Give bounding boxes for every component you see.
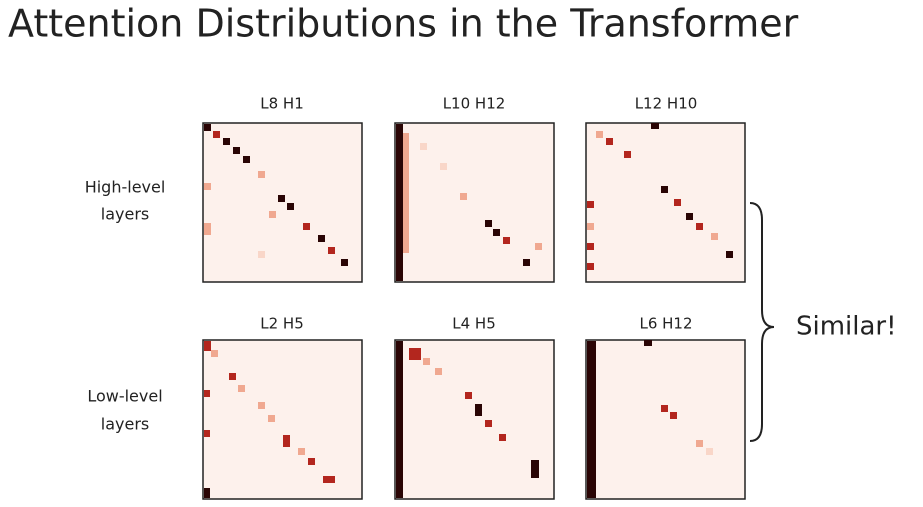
panel-title: L8 H1 — [260, 95, 304, 113]
row-label: Low-level — [87, 387, 162, 406]
panel-title: L4 H5 — [452, 315, 496, 333]
row-label: layers — [101, 415, 149, 434]
heatmap — [585, 339, 746, 500]
heatmap — [202, 339, 363, 500]
heatmap — [394, 122, 555, 283]
panel-title: L2 H5 — [260, 315, 304, 333]
slide-title: Attention Distributions in the Transform… — [8, 2, 799, 46]
panel-title: L12 H10 — [635, 95, 698, 113]
heatmap — [585, 122, 746, 283]
panel-title: L6 H12 — [639, 315, 692, 333]
heatmap — [394, 339, 555, 500]
annotation: Similar! — [796, 312, 897, 342]
row-label: High-level — [85, 178, 166, 197]
row-label: layers — [101, 205, 149, 224]
heatmap — [202, 122, 363, 283]
panel-title: L10 H12 — [443, 95, 506, 113]
brace — [749, 202, 775, 442]
